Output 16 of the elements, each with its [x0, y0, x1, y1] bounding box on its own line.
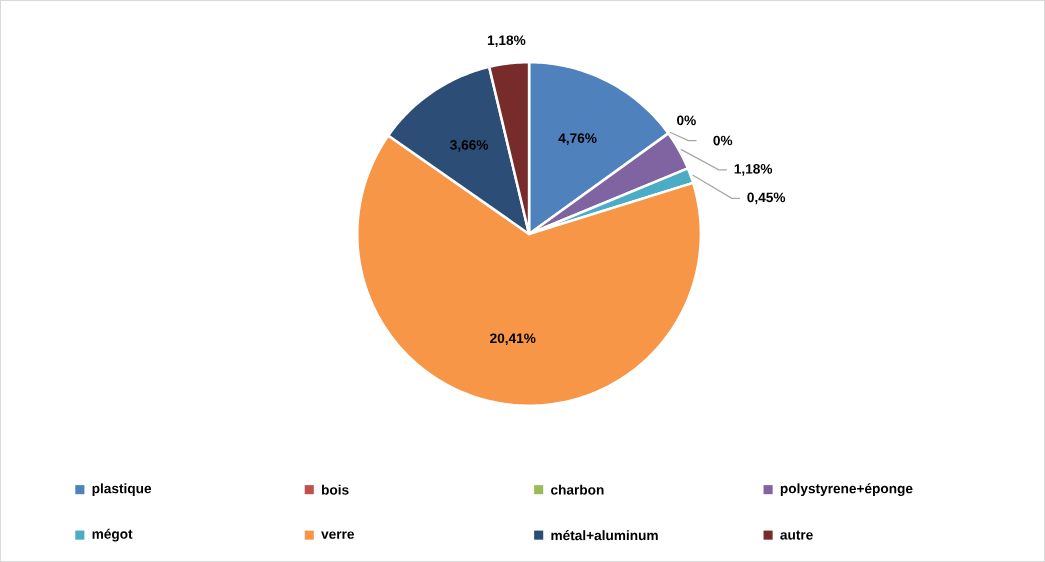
data-label: 1,18%	[734, 164, 773, 176]
legend-label: charbon	[551, 484, 604, 495]
text: 0%	[713, 135, 733, 146]
legend-label: verre	[321, 531, 354, 539]
legend-label: bois	[321, 484, 349, 495]
text: 0%	[677, 115, 696, 126]
legend-label: plastique	[92, 483, 152, 497]
legend-label: autre	[780, 530, 813, 540]
data-label: 0,45%	[747, 192, 786, 205]
legend-label: polystyrene+éponge	[780, 483, 913, 497]
legend-label: métal+aluminum	[551, 530, 658, 541]
data-label: 20,41%	[490, 333, 536, 346]
legend-label: mégot	[92, 528, 133, 542]
data-label: 3,66%	[450, 140, 489, 152]
data-label: 4,76%	[558, 133, 597, 145]
data-label: 1,18%	[487, 35, 526, 48]
